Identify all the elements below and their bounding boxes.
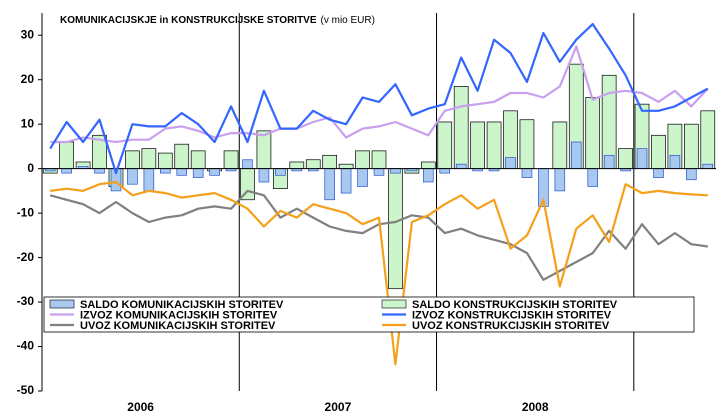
- bar: [554, 168, 566, 192]
- x-tick-label: 2006: [127, 400, 154, 414]
- line-series: [49, 189, 708, 281]
- y-tick-label: -20: [17, 250, 35, 264]
- bar: [521, 168, 533, 178]
- bar: [653, 168, 664, 178]
- bar: [686, 168, 697, 181]
- bar: [174, 143, 190, 169]
- y-tick-label: 0: [27, 161, 34, 175]
- bar: [371, 150, 387, 169]
- line-series: [50, 180, 708, 366]
- legend-box: [43, 296, 695, 333]
- bar: [684, 123, 699, 169]
- bar: [127, 168, 138, 185]
- bar: [669, 154, 681, 169]
- bar: [176, 168, 188, 176]
- bar: [322, 154, 338, 169]
- bar: [125, 150, 140, 169]
- line-series: [50, 45, 709, 144]
- bar: [390, 168, 401, 174]
- bar: [209, 168, 220, 176]
- y-tick-label: 20: [21, 72, 35, 86]
- bar: [587, 168, 598, 187]
- legend: SALDO KOMUNIKACIJSKIH STORITEV SALDO KONS…: [43, 296, 695, 333]
- bar: [455, 163, 467, 169]
- x-tick-label: 2007: [325, 400, 352, 414]
- bar: [338, 163, 354, 169]
- legend-label: IZVOZ KONSTRUKCIJSKIH STORITEV: [412, 309, 612, 321]
- bar: [357, 168, 368, 187]
- bar: [388, 168, 403, 290]
- bar: [700, 110, 716, 169]
- bar: [601, 74, 617, 169]
- bar: [519, 119, 535, 169]
- bar: [453, 86, 469, 169]
- bar: [552, 121, 568, 169]
- y-tick-label: -40: [17, 339, 35, 353]
- line-series: [49, 23, 709, 175]
- bar: [505, 157, 516, 169]
- bar: [59, 141, 74, 169]
- bar: [143, 168, 155, 192]
- bar: [603, 154, 615, 169]
- bar: [439, 168, 451, 174]
- y-tick-label: 10: [21, 116, 35, 130]
- bar: [192, 168, 204, 178]
- x-tick-label: 2008: [522, 400, 549, 414]
- legend-label: SALDO KOMUNIKACIJSKIH STORITEV: [80, 299, 284, 311]
- bar: [305, 159, 321, 169]
- bar: [702, 163, 714, 169]
- bar: [324, 168, 335, 201]
- bar: [190, 150, 206, 169]
- title-text: KOMUNIKACIJSKJE in KONSTRUKCIJSKE STORIT…: [60, 15, 317, 26]
- bar: [486, 121, 502, 169]
- bar: [636, 148, 648, 169]
- bar: [373, 168, 385, 176]
- y-tick-label: -30: [17, 294, 35, 308]
- chart-title: KOMUNIKACIJSKJE in KONSTRUKCIJSKE STORIT…: [60, 15, 375, 26]
- y-tick-label: -50: [17, 383, 35, 397]
- y-tick-label: 30: [21, 27, 35, 41]
- bar: [94, 168, 105, 174]
- bar: [340, 168, 352, 194]
- bar: [289, 161, 305, 169]
- title-unit: (v mio EUR): [321, 15, 375, 26]
- legend-label: IZVOZ KOMUNIKACIJSKIH STORITEV: [80, 309, 278, 321]
- legend-swatch: [49, 299, 75, 309]
- bar: [423, 168, 434, 183]
- legend-label: SALDO KONSTRUKCIJSKIH STORITEV: [412, 299, 618, 311]
- bar: [275, 168, 286, 176]
- legend-swatch: [381, 299, 407, 309]
- legend-label: UVOZ KONSTRUKCIJSKIH STORITEV: [412, 320, 610, 332]
- bar: [256, 130, 272, 169]
- bar: [61, 168, 72, 174]
- bar: [141, 148, 157, 169]
- bar: [420, 161, 436, 169]
- bar: [223, 150, 239, 169]
- bar: [242, 159, 253, 169]
- bar: [651, 134, 666, 169]
- legend-label: UVOZ KOMUNIKACIJSKIH STORITEV: [80, 320, 276, 332]
- bar: [160, 168, 171, 174]
- bar: [618, 148, 633, 169]
- bar: [157, 152, 173, 169]
- bar: [355, 150, 370, 169]
- y-tick-label: -10: [17, 205, 35, 219]
- bar: [585, 97, 601, 169]
- bar: [570, 141, 582, 169]
- bar: [258, 168, 270, 183]
- bar: [437, 121, 453, 169]
- bar: [470, 121, 485, 169]
